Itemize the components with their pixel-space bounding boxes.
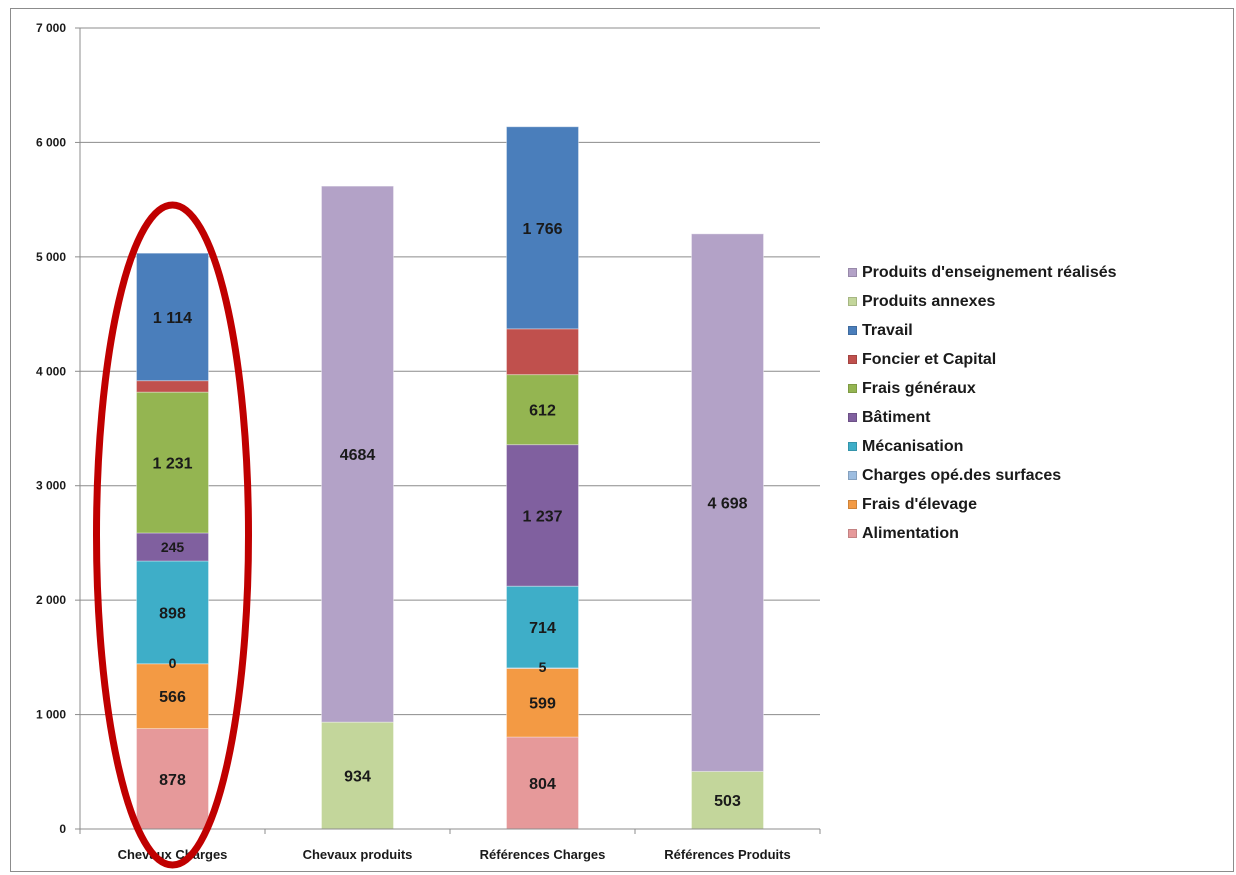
data-label: 0 [169, 655, 177, 671]
data-label: 503 [714, 793, 741, 810]
y-tick-label: 0 [59, 822, 66, 836]
data-label: 4 698 [707, 496, 747, 513]
data-label: 1 237 [522, 508, 562, 525]
bar-segment [506, 736, 579, 830]
legend-item: Produits annexes [848, 287, 1117, 316]
legend-label: Travail [862, 321, 913, 339]
chart-frame [10, 8, 1234, 872]
legend-item: Produits d'enseignement réalisés [848, 258, 1117, 287]
legend-swatch [848, 297, 857, 306]
bar-segment [506, 444, 579, 587]
legend-swatch [848, 268, 857, 277]
legend-swatch [848, 384, 857, 393]
bar-segment [506, 328, 579, 376]
legend-label: Mécanisation [862, 437, 964, 455]
bar-segment [136, 380, 209, 393]
x-tick-label: Chevaux Charges [118, 847, 228, 862]
legend-item: Alimentation [848, 519, 1117, 548]
legend-label: Produits d'enseignement réalisés [862, 263, 1117, 281]
data-label: 898 [159, 605, 186, 622]
data-label: 878 [159, 772, 186, 789]
legend-label: Frais généraux [862, 379, 976, 397]
legend-swatch [848, 355, 857, 364]
legend-label: Charges opé.des surfaces [862, 466, 1062, 484]
y-tick-label: 5 000 [36, 250, 66, 264]
legend-label: Produits annexes [862, 292, 996, 310]
x-tick-label: Références Charges [480, 847, 606, 862]
y-tick-label: 7 000 [36, 21, 66, 35]
data-label: 934 [344, 769, 371, 786]
y-tick-label: 4 000 [36, 364, 66, 378]
legend-swatch [848, 529, 857, 538]
x-tick-label: Références Produits [664, 847, 790, 862]
bar-segment [506, 667, 579, 738]
x-tick-label: Chevaux produits [303, 847, 413, 862]
legend-item: Travail [848, 316, 1117, 345]
legend-item: Foncier et Capital [848, 345, 1117, 374]
x-axis: Chevaux Charges Chevaux produits Référence… [79, 828, 821, 862]
y-axis: 0 1 000 2 000 3 000 4 000 5 000 6 000 7 000 [36, 21, 81, 836]
bar-segment [691, 233, 764, 772]
legend-item: Mécanisation [848, 432, 1117, 461]
y-tick-label: 2 000 [36, 593, 66, 607]
legend-item: Bâtiment [848, 403, 1117, 432]
highlight-ellipse [93, 201, 252, 869]
legend-swatch [848, 500, 857, 509]
bar-segment [136, 663, 209, 730]
legend-label: Alimentation [862, 524, 959, 542]
bar-segment [136, 560, 209, 665]
bars [136, 126, 764, 830]
bar-segment [136, 728, 209, 830]
y-tick-label: 1 000 [36, 708, 66, 722]
bar-segment [321, 721, 394, 830]
data-label: 599 [529, 696, 556, 713]
bar-segment [506, 374, 579, 446]
data-label: 4684 [340, 447, 376, 464]
bar-segment [506, 126, 579, 330]
y-tick-label: 3 000 [36, 479, 66, 493]
data-label: 1 114 [153, 310, 192, 327]
legend-swatch [848, 326, 857, 335]
bar-segment [136, 391, 209, 534]
annotations [93, 201, 252, 869]
legend-swatch [848, 471, 857, 480]
data-label: 714 [529, 620, 556, 637]
legend-item: Frais généraux [848, 374, 1117, 403]
legend-label: Bâtiment [862, 408, 931, 426]
bar-segment [506, 585, 579, 669]
legend-label: Frais d'élevage [862, 495, 977, 513]
data-label: 1 231 [152, 456, 192, 473]
data-label: 612 [529, 403, 556, 420]
data-label: 804 [529, 776, 556, 793]
data-label: 566 [159, 689, 186, 706]
y-tick-label: 6 000 [36, 135, 66, 149]
data-label: 245 [161, 539, 185, 555]
legend-item: Charges opé.des surfaces [848, 461, 1117, 490]
legend-swatch [848, 413, 857, 422]
legend: Produits d'enseignement réalisés Produits… [848, 258, 1117, 548]
bar-segment [136, 532, 209, 562]
bar-segment [321, 185, 394, 723]
legend-item: Frais d'élevage [848, 490, 1117, 519]
data-labels: 878 566 0 898 245 1 231 1 114 934 4684 804 599 5 714… [152, 221, 747, 810]
data-label: 1 766 [522, 221, 562, 238]
bar-segment [136, 252, 209, 382]
legend-label: Foncier et Capital [862, 350, 997, 368]
legend-swatch [848, 442, 857, 451]
data-label: 5 [539, 659, 547, 675]
